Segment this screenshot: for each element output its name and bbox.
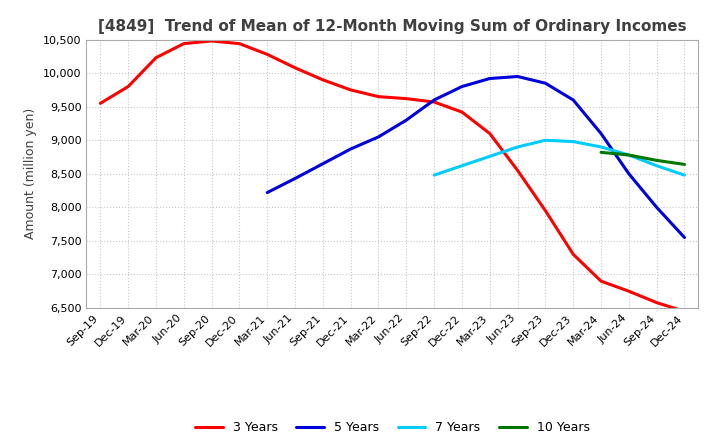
3 Years xyxy=(374,94,383,99)
7 Years xyxy=(430,172,438,178)
Legend: 3 Years, 5 Years, 7 Years, 10 Years: 3 Years, 5 Years, 7 Years, 10 Years xyxy=(190,416,595,439)
3 Years xyxy=(318,77,327,83)
3 Years xyxy=(485,131,494,136)
5 Years xyxy=(458,84,467,89)
5 Years xyxy=(597,131,606,136)
3 Years xyxy=(124,84,132,89)
5 Years xyxy=(485,76,494,81)
3 Years xyxy=(235,41,243,46)
7 Years xyxy=(680,172,689,178)
10 Years xyxy=(624,152,633,158)
5 Years xyxy=(513,74,522,79)
3 Years xyxy=(207,38,216,44)
5 Years xyxy=(346,147,355,152)
3 Years xyxy=(179,41,188,46)
7 Years xyxy=(458,163,467,169)
3 Years xyxy=(96,101,104,106)
Line: 10 Years: 10 Years xyxy=(601,152,685,165)
3 Years xyxy=(624,289,633,294)
10 Years xyxy=(680,162,689,167)
7 Years xyxy=(597,144,606,150)
10 Years xyxy=(652,158,661,163)
3 Years xyxy=(569,252,577,257)
3 Years xyxy=(680,309,689,314)
7 Years xyxy=(652,163,661,169)
5 Years xyxy=(402,117,410,123)
5 Years xyxy=(263,190,271,195)
7 Years xyxy=(569,139,577,144)
Line: 3 Years: 3 Years xyxy=(100,41,685,312)
5 Years xyxy=(624,171,633,176)
Line: 5 Years: 5 Years xyxy=(267,77,685,238)
3 Years xyxy=(541,208,550,213)
3 Years xyxy=(152,55,161,60)
7 Years xyxy=(513,144,522,150)
Title: [4849]  Trend of Mean of 12-Month Moving Sum of Ordinary Incomes: [4849] Trend of Mean of 12-Month Moving … xyxy=(98,19,687,34)
3 Years xyxy=(513,168,522,173)
Line: 7 Years: 7 Years xyxy=(434,140,685,175)
5 Years xyxy=(430,97,438,103)
10 Years xyxy=(597,150,606,155)
5 Years xyxy=(652,205,661,210)
3 Years xyxy=(458,110,467,115)
3 Years xyxy=(402,96,410,101)
7 Years xyxy=(485,154,494,159)
3 Years xyxy=(346,87,355,92)
5 Years xyxy=(291,176,300,181)
7 Years xyxy=(624,152,633,158)
5 Years xyxy=(680,235,689,240)
5 Years xyxy=(374,134,383,139)
5 Years xyxy=(541,81,550,86)
7 Years xyxy=(541,138,550,143)
3 Years xyxy=(430,99,438,105)
3 Years xyxy=(652,300,661,305)
5 Years xyxy=(569,97,577,103)
3 Years xyxy=(263,52,271,57)
3 Years xyxy=(597,279,606,284)
Y-axis label: Amount (million yen): Amount (million yen) xyxy=(24,108,37,239)
3 Years xyxy=(291,65,300,70)
5 Years xyxy=(318,161,327,166)
